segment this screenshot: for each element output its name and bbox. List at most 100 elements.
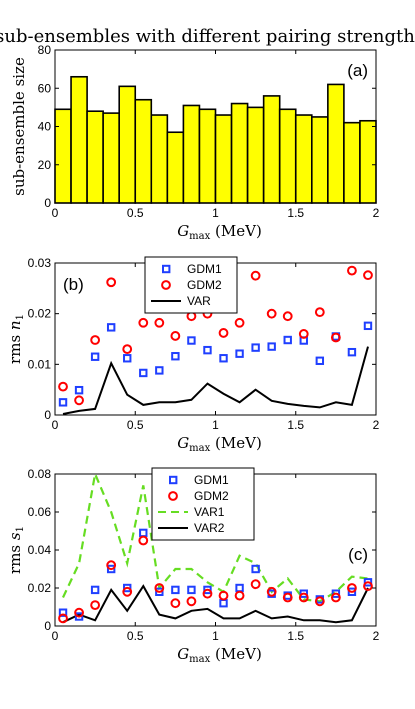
panel-c-series-gdm2-point — [250, 579, 261, 590]
panel-b-series-gdm1-point — [74, 385, 84, 395]
panel-c-yaxis-label: rms s1 — [6, 526, 26, 574]
panel-b-series-gdm2-point — [218, 328, 229, 338]
panel-b-legend-gdm2-label: GDM2 — [187, 278, 222, 292]
panel-c-ytick-label: 0.06 — [28, 505, 52, 519]
panel-c-legend-gdm2-label: GDM2 — [194, 489, 229, 503]
panel-b-series-gdm2-point — [74, 395, 84, 406]
panel-c-xtick-label: 0.5 — [127, 629, 144, 643]
panel-c-series-gdm1-point — [347, 587, 357, 596]
panel-b-series-gdm1-point — [315, 356, 325, 365]
panel-b-yaxis-label-var: n — [6, 320, 24, 330]
panel-b-series-gdm2-point — [170, 331, 181, 341]
panel-c-ytick-label: 0 — [44, 619, 51, 633]
panel-c-series-gdm2-point — [314, 596, 325, 607]
panel-b-series-gdm1-point — [123, 354, 132, 363]
panel-b-xtick-label: 0.5 — [127, 418, 144, 432]
panel-c-series-gdm1-point — [90, 585, 100, 595]
panel-c-series-gdm2-point — [234, 590, 245, 601]
panel-a-ytick-label: 20 — [38, 158, 52, 172]
panel-a-ytick-label: 40 — [38, 120, 52, 134]
panel-a-bar — [86, 110, 104, 204]
panel-b-yaxis-label-main: rms — [6, 330, 24, 364]
panel-c-series-gdm1-point — [299, 589, 308, 598]
panel-b-legend-box — [144, 256, 238, 314]
panel-a-bar — [182, 104, 201, 204]
panel-b-series-gdm1-point — [155, 366, 164, 375]
panel-a-bar — [214, 114, 233, 204]
panel-a-xaxis-label-sub: max — [189, 231, 210, 242]
panel-a-bar — [327, 83, 345, 204]
panel-b-xtick-label: 0 — [52, 418, 59, 432]
panel-b-series-gdm2-point — [363, 270, 373, 281]
panel-c-series-gdm2-point — [154, 583, 165, 593]
panel-b-series-gdm1-point — [58, 398, 68, 407]
panel-b-xaxis-label-unit: (MeV) — [210, 434, 262, 452]
panel-b-legend-gdm1-label: GDM1 — [187, 262, 222, 276]
panel-b-series-gdm1-point — [363, 321, 373, 331]
panel-b-series-gdm2-point — [138, 317, 149, 328]
panel-a-xtick-label: 0 — [52, 206, 59, 220]
panel-b-xtick-label: 1 — [212, 418, 219, 432]
panel-a-xaxis-label-unit: (MeV) — [210, 222, 262, 240]
panel-a-bar — [343, 121, 361, 204]
panel-a-bar — [54, 108, 72, 204]
panel-a-ytick-label: 0 — [44, 196, 51, 210]
panel-c-series-gdm1-point — [251, 564, 260, 574]
panel-b-xaxis-label-sub: max — [189, 443, 210, 454]
panel-c-yaxis-label-sub: 1 — [15, 526, 26, 532]
panel-b-series-gdm2-point — [330, 332, 341, 343]
panel-c-series-gdm1-point — [155, 587, 164, 596]
panel-b-xtick-label: 2 — [373, 418, 380, 432]
panel-a-xtick-label: 0.5 — [127, 206, 144, 220]
panel-c-series-gdm1-point — [363, 578, 373, 587]
panel-b-series-gdm1-point — [251, 343, 260, 352]
panel-c-series-gdm2-point — [266, 586, 277, 597]
panel-c-yaxis-label-main: rms — [6, 540, 24, 574]
panel-c-series-gdm2-point — [186, 596, 197, 607]
panel-c-series-gdm2-point — [298, 592, 309, 603]
panel-b-series-gdm2-point — [106, 277, 117, 288]
panel-c-xtick-label: 1.5 — [287, 629, 304, 643]
panel-c-series-var2-line — [62, 584, 369, 624]
panel-a-bar — [150, 114, 169, 204]
panel-b-ytick-label: 0.02 — [28, 307, 52, 321]
panel-c-xaxis-label-main: G — [177, 645, 189, 663]
panel-c-legend-var1-label: VAR1 — [194, 505, 225, 519]
panel-a-yaxis-label: sub-ensemble size — [10, 57, 28, 196]
panel-c-series-gdm1-point — [74, 612, 84, 621]
panel-c-xtick-label: 2 — [373, 629, 380, 643]
panel-c-series-gdm1-point — [123, 583, 132, 593]
panel-a-bar — [118, 85, 137, 204]
panel-a-bar — [166, 131, 185, 204]
panel-b-yaxis-label: rms n1 — [6, 314, 26, 364]
panel-c-series-gdm2-point — [106, 560, 117, 571]
panel-c-xaxis-label-sub: max — [189, 654, 210, 665]
panel-a-ytick-label: 80 — [38, 43, 52, 57]
panel-b-legend-gdm2-marker — [161, 280, 171, 290]
panel-b-panel-tag: (b) — [63, 275, 84, 294]
panel-c-yaxis-label-var: s — [6, 532, 24, 540]
panel-b-series-gdm1-point — [203, 345, 212, 355]
panel-a-bar — [198, 108, 217, 204]
panel-b-series-gdm1-point — [219, 354, 228, 363]
panel-c-series-gdm2-point — [58, 613, 68, 624]
panel-b-series-gdm2-point — [282, 311, 293, 322]
panel-a-bar — [70, 75, 88, 204]
panel-b-series-gdm2-point — [298, 329, 309, 339]
panel-a-xtick-label: 2 — [373, 206, 380, 220]
panel-c-legend-gdm1-label: GDM1 — [194, 473, 229, 487]
panel-b-series-gdm1-point — [235, 349, 244, 358]
panel-b-series-gdm2-point — [266, 308, 277, 319]
panel-a-bar — [102, 112, 121, 204]
panel-b-series-gdm1-point — [139, 368, 148, 378]
panel-c-series-gdm1-point — [331, 589, 341, 598]
panel-c-xaxis-label: Gmax (MeV) — [177, 645, 262, 665]
panel-b-series-gdm2-point — [347, 265, 357, 276]
panel-c-ytick-label: 0.08 — [28, 467, 52, 481]
panel-b-series-gdm2-point — [122, 344, 133, 355]
panel-c-series-gdm2-point — [90, 600, 101, 610]
panel-c-series-gdm1-point — [58, 608, 68, 617]
